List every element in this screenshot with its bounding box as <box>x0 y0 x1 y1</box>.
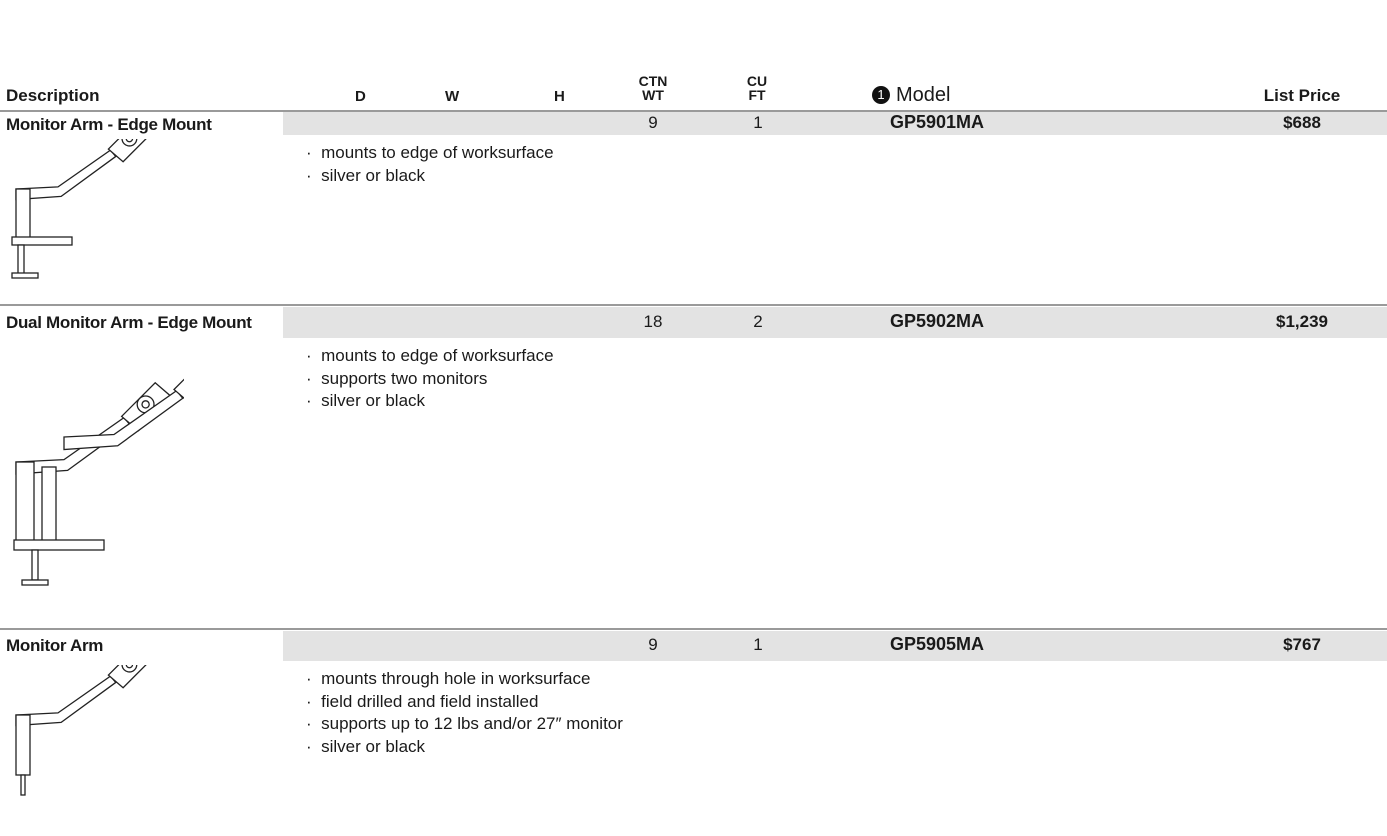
header-cu-ft-line: FT <box>748 87 766 103</box>
feature-item: silver or black <box>306 165 425 187</box>
row-band <box>283 112 1387 135</box>
header-list-price: List Price <box>1263 86 1341 105</box>
row-rule <box>0 628 1387 630</box>
model-number: GP5902MA <box>890 310 985 331</box>
cu-ft: 2 <box>753 311 763 331</box>
row-band <box>283 307 1387 338</box>
header-ctn-wt-line: CTN <box>638 73 668 89</box>
feature-item: supports two monitors <box>306 368 487 390</box>
ctn-wt: 9 <box>648 635 658 654</box>
ctn-wt: 18 <box>643 311 663 331</box>
product-image <box>11 139 147 279</box>
list-price: $1,239 <box>1276 311 1328 331</box>
feature-item: silver or black <box>306 736 425 758</box>
cu-ft: 1 <box>753 112 763 132</box>
feature-item: mounts to edge of worksurface <box>306 142 553 164</box>
product-name: Dual Monitor Arm - Edge Mount <box>6 312 252 332</box>
header-cu-ft-line: CU <box>746 73 768 89</box>
header-ctn-wt: CTN WT <box>630 74 676 102</box>
feature-item: silver or black <box>306 390 425 412</box>
feature-item: mounts through hole in worksurface <box>306 668 590 690</box>
feature-item: supports up to 12 lbs and/or 27″ monitor <box>306 713 623 735</box>
header-h: H <box>554 88 565 105</box>
header-description: Description <box>6 86 100 105</box>
header-rule <box>0 110 1387 112</box>
row-rule <box>0 304 1387 306</box>
row-band <box>283 631 1387 661</box>
ctn-wt: 9 <box>648 112 658 132</box>
header-d: D <box>355 88 366 105</box>
product-image <box>15 665 147 796</box>
header-w: W <box>445 88 460 105</box>
model-note-marker: 1 <box>872 86 890 104</box>
product-name: Monitor Arm <box>6 636 104 655</box>
feature-item: mounts to edge of worksurface <box>306 345 553 367</box>
list-price: $688 <box>1283 112 1321 132</box>
header-cu-ft: CU FT <box>737 74 777 102</box>
model-number: GP5905MA <box>890 634 985 654</box>
feature-item: field drilled and field installed <box>306 691 538 713</box>
cu-ft: 1 <box>753 635 763 654</box>
list-price: $767 <box>1283 635 1321 654</box>
product-image <box>13 378 184 586</box>
header-ctn-wt-line: WT <box>642 87 664 103</box>
header-model: 1 Model <box>872 84 950 107</box>
product-name: Monitor Arm - Edge Mount <box>6 114 212 134</box>
model-number: GP5901MA <box>890 111 985 132</box>
header-model-text: Model <box>896 84 951 106</box>
